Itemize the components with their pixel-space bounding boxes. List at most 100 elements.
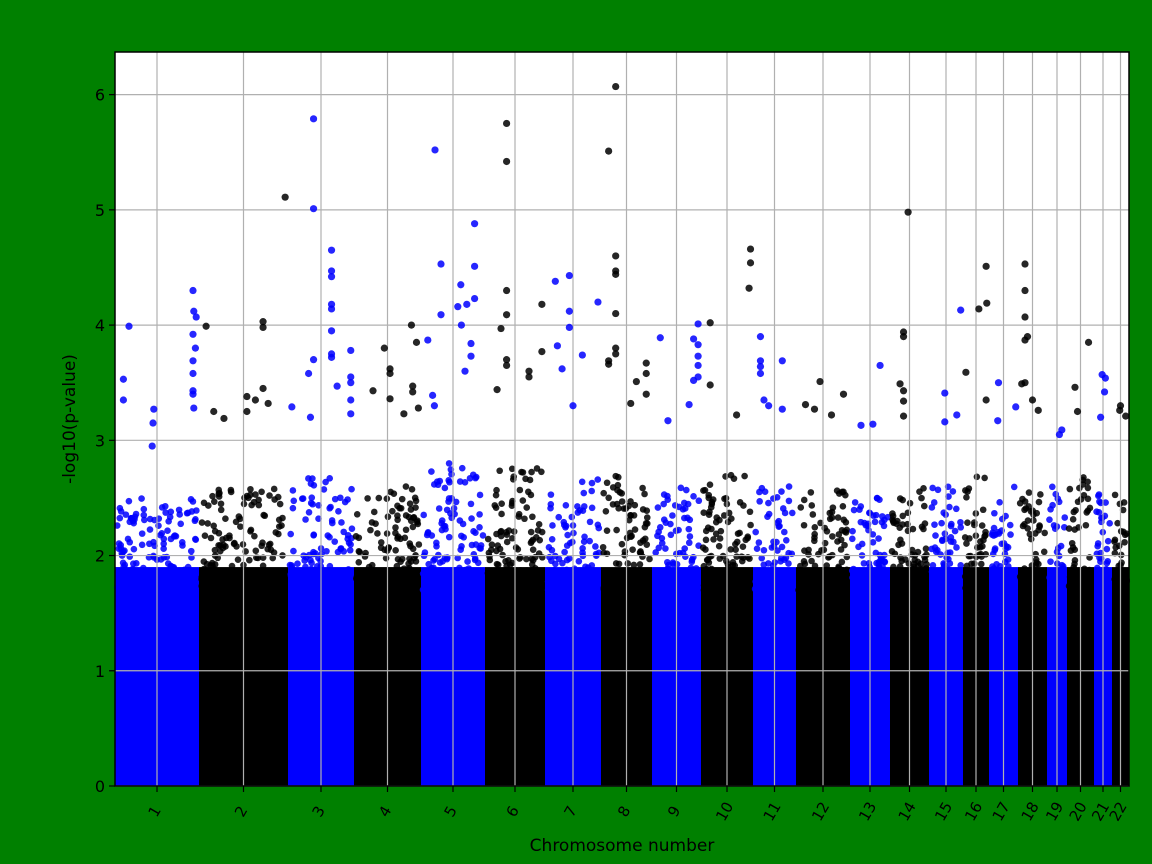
- bulk-point: [441, 522, 449, 530]
- bulk-point: [126, 553, 134, 560]
- bulk-point: [702, 546, 709, 553]
- bulk-point: [1097, 558, 1104, 566]
- peak-point: [309, 205, 318, 213]
- bulk-point: [1047, 558, 1054, 565]
- peak-point: [327, 273, 336, 281]
- bulk-point: [563, 556, 571, 564]
- bulk-point: [1094, 564, 1101, 572]
- bulk-point: [164, 527, 171, 535]
- bulk-point: [492, 491, 500, 499]
- bulk-point: [178, 573, 186, 581]
- bulk-point: [929, 585, 937, 592]
- bulk-point: [496, 467, 503, 475]
- bulk-point: [394, 516, 401, 524]
- bulk-point: [315, 502, 322, 509]
- bulk-point: [1103, 586, 1111, 594]
- bulk-point: [700, 487, 707, 494]
- bulk-point: [464, 558, 471, 565]
- peak-point: [941, 418, 949, 426]
- bulk-point: [849, 527, 856, 535]
- peak-point: [694, 352, 702, 360]
- bulk-point: [497, 573, 504, 580]
- peak-point: [642, 369, 650, 378]
- peak-point: [454, 303, 462, 311]
- bulk-point: [1006, 521, 1014, 529]
- bulk-point: [654, 504, 662, 511]
- bulk-point: [226, 532, 233, 539]
- bulk-point: [287, 572, 295, 580]
- bulk-point: [965, 586, 972, 594]
- bulk-point: [1077, 496, 1085, 503]
- bulk-point: [436, 574, 444, 582]
- bulk-point: [1073, 586, 1081, 594]
- bulk-point: [439, 585, 446, 593]
- peak-point: [309, 356, 318, 364]
- bulk-point: [1047, 505, 1054, 513]
- bulk-point: [1097, 499, 1105, 507]
- bulk-point: [528, 538, 535, 545]
- bulk-point: [780, 578, 787, 586]
- bulk-point: [918, 580, 926, 587]
- bulk-point: [626, 575, 634, 583]
- y-tick-label: 3: [95, 431, 105, 450]
- bulk-point: [341, 583, 349, 591]
- bulk-point: [658, 539, 666, 547]
- bulk-point: [428, 468, 435, 475]
- bulk-point: [929, 562, 937, 569]
- bulk-point: [932, 532, 939, 539]
- bulk-point: [1039, 585, 1047, 593]
- bulk-point: [928, 545, 936, 553]
- bulk-point: [765, 568, 772, 575]
- bulk-point: [331, 538, 339, 545]
- bulk-point: [971, 586, 978, 594]
- bulk-point: [407, 586, 415, 594]
- bulk-point: [198, 573, 206, 581]
- bulk-point: [1114, 519, 1121, 527]
- bulk-point: [910, 569, 918, 577]
- bulk-point: [484, 535, 492, 543]
- bulk-point: [246, 556, 253, 564]
- bulk-point: [989, 563, 996, 570]
- bulk-point: [356, 584, 364, 592]
- bulk-point: [831, 569, 838, 577]
- peak-point: [827, 411, 836, 419]
- bulk-point: [555, 513, 563, 521]
- bulk-point: [336, 494, 344, 502]
- bulk-point: [209, 580, 217, 588]
- bulk-point: [410, 514, 417, 521]
- bulk-point: [390, 490, 398, 497]
- peak-point: [467, 339, 475, 348]
- bulk-point: [344, 496, 351, 503]
- peak-point: [857, 421, 865, 429]
- bulk-point: [989, 550, 997, 558]
- bulk-point: [430, 576, 438, 584]
- bulk-point: [817, 519, 824, 527]
- bulk-point: [588, 487, 596, 495]
- bulk-point: [1102, 565, 1110, 573]
- bulk-point: [402, 483, 410, 490]
- bulk-point: [727, 546, 735, 553]
- peak-point: [281, 193, 289, 201]
- bulk-point: [522, 475, 529, 483]
- peak-point: [457, 321, 465, 329]
- bulk-point: [255, 501, 263, 509]
- bulk-point: [187, 547, 195, 555]
- bulk-point: [258, 488, 265, 496]
- bulk-point: [270, 485, 278, 493]
- bulk-point: [618, 540, 626, 548]
- bulk-point: [811, 524, 819, 531]
- peak-points-layer: [119, 82, 1130, 450]
- bulk-point: [1086, 504, 1094, 512]
- peak-point: [471, 294, 479, 303]
- bulk-point: [508, 465, 516, 473]
- bulk-point: [310, 531, 318, 538]
- bulk-point: [527, 491, 535, 499]
- bulk-point: [922, 545, 930, 553]
- bulk-point: [963, 494, 970, 501]
- bulk-point: [600, 489, 607, 497]
- bulk-point: [562, 524, 569, 531]
- bulk-point: [989, 585, 997, 592]
- bulk-point: [807, 489, 815, 496]
- peak-point: [553, 342, 562, 350]
- bulk-point: [811, 530, 818, 538]
